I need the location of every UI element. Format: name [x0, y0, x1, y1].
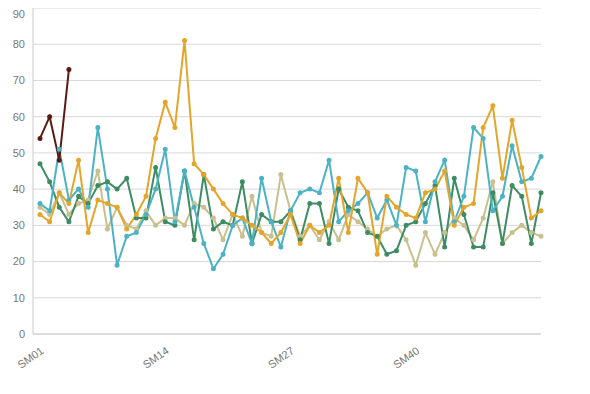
- svg-text:80: 80: [13, 38, 25, 50]
- svg-text:70: 70: [13, 74, 25, 86]
- svg-text:SM01: SM01: [15, 344, 45, 370]
- svg-text:60: 60: [13, 111, 25, 123]
- svg-text:90: 90: [13, 8, 25, 20]
- svg-text:10: 10: [13, 292, 25, 304]
- svg-text:0: 0: [19, 328, 25, 340]
- svg-text:SM14: SM14: [141, 344, 171, 370]
- svg-text:50: 50: [13, 147, 25, 159]
- svg-text:20: 20: [13, 255, 25, 267]
- svg-text:30: 30: [13, 219, 25, 231]
- svg-text:SM40: SM40: [391, 344, 421, 370]
- svg-text:SM27: SM27: [266, 344, 296, 370]
- svg-text:40: 40: [13, 183, 25, 195]
